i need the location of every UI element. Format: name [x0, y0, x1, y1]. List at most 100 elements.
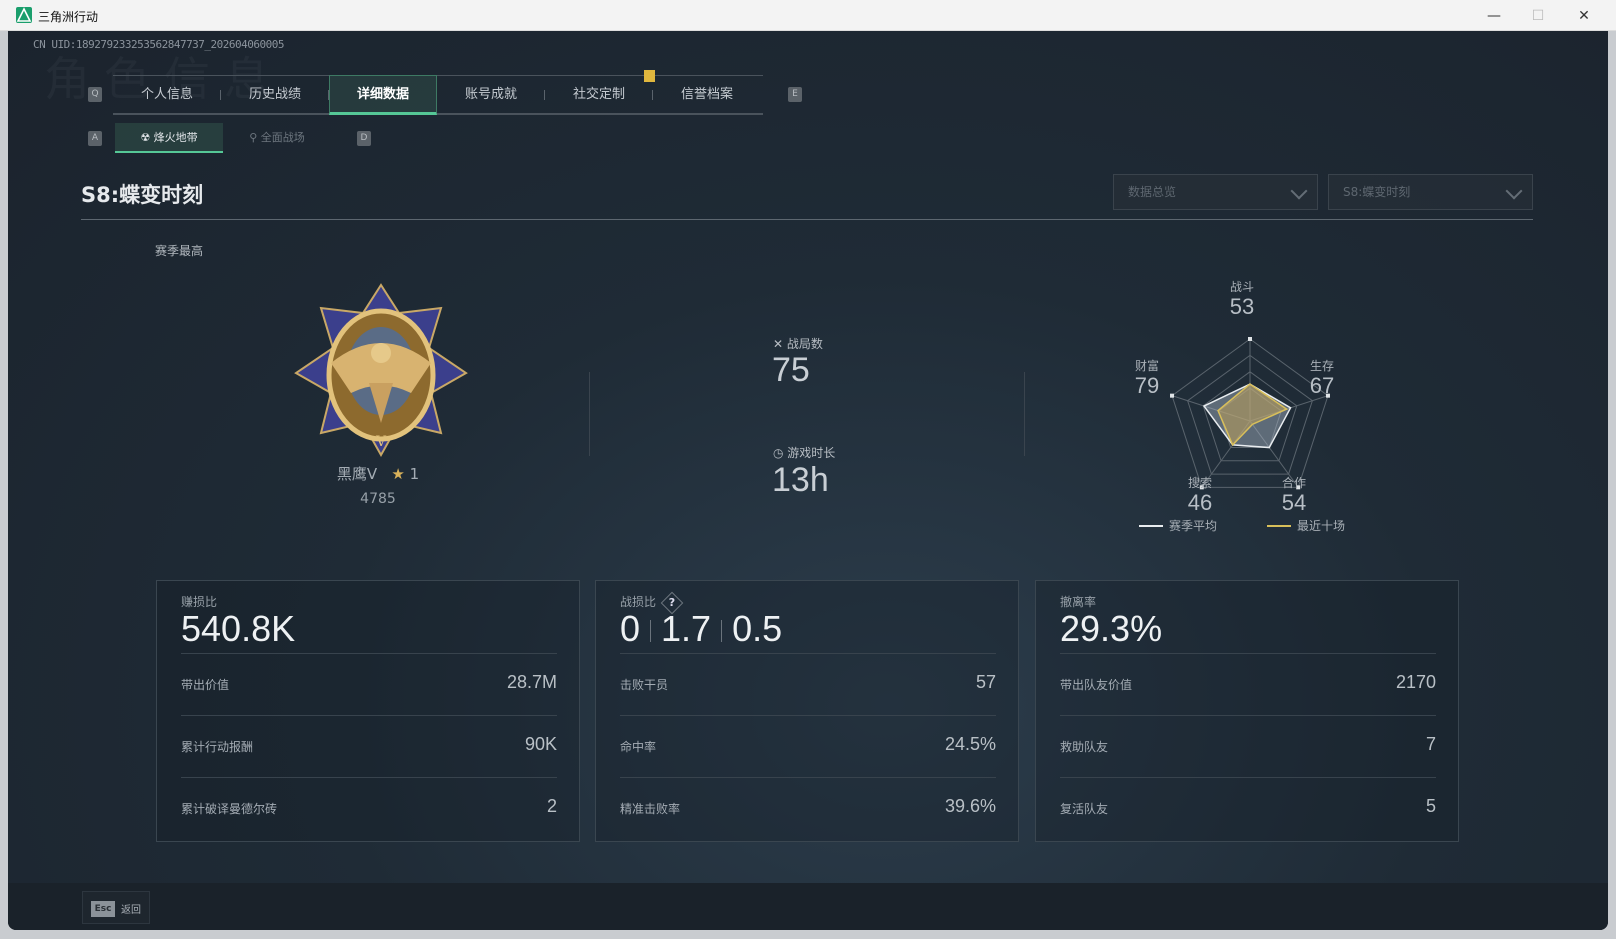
prev-tab-key[interactable]: Q	[88, 87, 102, 102]
next-tab-key[interactable]: E	[788, 87, 802, 102]
next-subtab-key[interactable]: D	[357, 131, 371, 146]
mode-tabs: ☢ 烽火地带 ⚲ 全面战场	[115, 123, 331, 153]
extraction-panel: 撤离率 29.3% 带出队友价值 2170 救助队友 7 复活队友 5	[1035, 580, 1459, 842]
stat-value: 7	[1425, 734, 1436, 754]
stat-row: 击败干员 57	[620, 653, 996, 715]
main-tabs: 个人信息 历史战绩 详细数据 账号成就 社交定制 信誉档案	[113, 75, 763, 115]
crossed-swords-icon: ✕	[773, 337, 787, 351]
stat-name: 带出队友价值	[1060, 678, 1133, 692]
uid-text: CN UID:189279233253562847737_20260406000…	[33, 38, 285, 51]
subtab-battlefield[interactable]: ⚲ 全面战场	[223, 123, 331, 153]
divider	[650, 620, 652, 643]
matches-label-text: 战局数	[786, 337, 823, 351]
kd-value: 1.7	[661, 608, 712, 649]
radar-vertex-marker	[1296, 485, 1301, 490]
panel-label-text: 战损比	[620, 595, 657, 609]
legend-swatch	[1139, 524, 1163, 527]
matches-value: 75	[772, 351, 810, 389]
radar-axis-label: 合作	[1281, 476, 1306, 490]
stat-name: 带出价值	[181, 678, 230, 692]
radar-axis-value: 54	[1281, 490, 1307, 515]
stat-row: 命中率 24.5%	[620, 715, 996, 777]
dropdown-value: S8:蝶变时刻	[1343, 185, 1411, 199]
notification-badge-icon	[644, 70, 655, 82]
subtab-label: 烽火地带	[153, 131, 198, 144]
subtab-label: 全面战场	[260, 131, 305, 144]
esc-key: Esc	[91, 901, 115, 917]
season-dropdown[interactable]: S8:蝶变时刻	[1328, 174, 1533, 210]
stat-value: 2170	[1395, 672, 1436, 692]
stat-row: 精准击败率 39.6%	[620, 777, 996, 839]
stat-name: 命中率	[620, 740, 657, 754]
legend-season-average: 赛季平均	[1139, 517, 1217, 534]
rank-title: 黑鹰V	[336, 465, 378, 483]
stat-name: 复活队友	[1060, 802, 1109, 816]
prev-subtab-key[interactable]: A	[88, 131, 102, 146]
tab-achievements[interactable]: 账号成就	[437, 76, 545, 114]
stat-row: 累计行动报酬 90K	[181, 715, 557, 777]
hazard-icon: ☢	[140, 131, 154, 144]
maximize-button[interactable]: ☐	[1531, 8, 1545, 24]
subtab-hazard-zone[interactable]: ☢ 烽火地带	[115, 123, 223, 153]
stat-value: 28.7M	[506, 672, 557, 692]
chevron-down-icon	[1290, 182, 1308, 200]
radar-vertex-marker	[1248, 337, 1252, 341]
radar-series-recent-ten	[1217, 383, 1289, 447]
title-bar: 三角洲行动 — ☐ ✕	[0, 0, 1616, 31]
window-title: 三角洲行动	[38, 10, 99, 24]
tab-reputation[interactable]: 信誉档案	[680, 87, 733, 102]
radar-grid-ring	[1202, 371, 1298, 462]
profit-panel: 赚损比 540.8K 带出价值 28.7M 累计行动报酬 90K 累计破译曼德尔砖 2	[156, 580, 580, 842]
radar-axis-value: 67	[1309, 373, 1335, 398]
tab-detailed-data[interactable]: 详细数据	[329, 75, 437, 115]
stat-name: 救助队友	[1060, 740, 1109, 754]
legend-label: 赛季平均	[1169, 519, 1218, 533]
stat-value: 39.6%	[944, 796, 996, 816]
stat-name: 击败干员	[620, 678, 669, 692]
tab-social[interactable]: 社交定制	[545, 76, 653, 114]
tab-personal-info[interactable]: 个人信息	[113, 76, 221, 114]
radar-grid-ring	[1187, 354, 1313, 475]
radar-axis-line	[1249, 420, 1299, 488]
matches-label: ✕ 战局数	[773, 335, 823, 352]
stat-value: 5	[1425, 796, 1436, 816]
stat-value: 24.5%	[944, 734, 996, 754]
stat-name: 累计行动报酬	[181, 740, 254, 754]
playtime-label-text: 游戏时长	[787, 446, 836, 460]
game-window: 角色信息 CN UID:189279233253562847737_202604…	[8, 31, 1608, 930]
stat-value: 57	[975, 672, 996, 692]
radar-axis-label: 搜索	[1187, 476, 1212, 490]
legend-label: 最近十场	[1297, 519, 1346, 533]
radar-axis-value: 46	[1187, 490, 1213, 515]
panel-value: 29.3%	[1060, 608, 1163, 649]
legend-recent-ten: 最近十场	[1267, 517, 1345, 534]
season-title: S8:蝶变时刻	[81, 183, 204, 207]
ghost-title: 角色信息	[44, 43, 284, 109]
radar-axis-value: 53	[1229, 294, 1255, 319]
close-button[interactable]: ✕	[1578, 8, 1590, 24]
stat-name: 累计破译曼德尔砖	[181, 802, 278, 816]
stat-row: 带出价值 28.7M	[181, 653, 557, 715]
divider	[589, 372, 590, 456]
view-dropdown[interactable]: 数据总览	[1113, 174, 1318, 210]
radar-axis-value: 79	[1134, 373, 1160, 398]
radar-axis-label: 财富	[1134, 359, 1159, 373]
panel-label: 撤离率	[1060, 595, 1097, 609]
bottom-bar: Esc 返回	[8, 883, 1608, 930]
back-button[interactable]: Esc 返回	[82, 891, 150, 924]
tab-match-history[interactable]: 历史战绩	[221, 76, 329, 114]
radar-vertex-marker	[1199, 485, 1204, 490]
minimize-button[interactable]: —	[1487, 8, 1501, 24]
stopwatch-icon: ◷	[773, 446, 788, 460]
dropdown-value: 数据总览	[1128, 185, 1177, 199]
radar-vertex-marker	[1325, 393, 1330, 398]
stat-row: 复活队友 5	[1060, 777, 1436, 839]
radar-grid-ring	[1171, 338, 1329, 488]
playtime-value: 13h	[772, 461, 829, 499]
kd-values: 0 1.7 0.5	[620, 608, 782, 650]
legend-swatch	[1267, 524, 1291, 527]
panel-value: 540.8K	[181, 608, 296, 649]
radar-axis-label: 战斗	[1229, 280, 1254, 294]
back-label: 返回	[121, 905, 141, 916]
panel-label: 赚损比	[181, 595, 218, 609]
